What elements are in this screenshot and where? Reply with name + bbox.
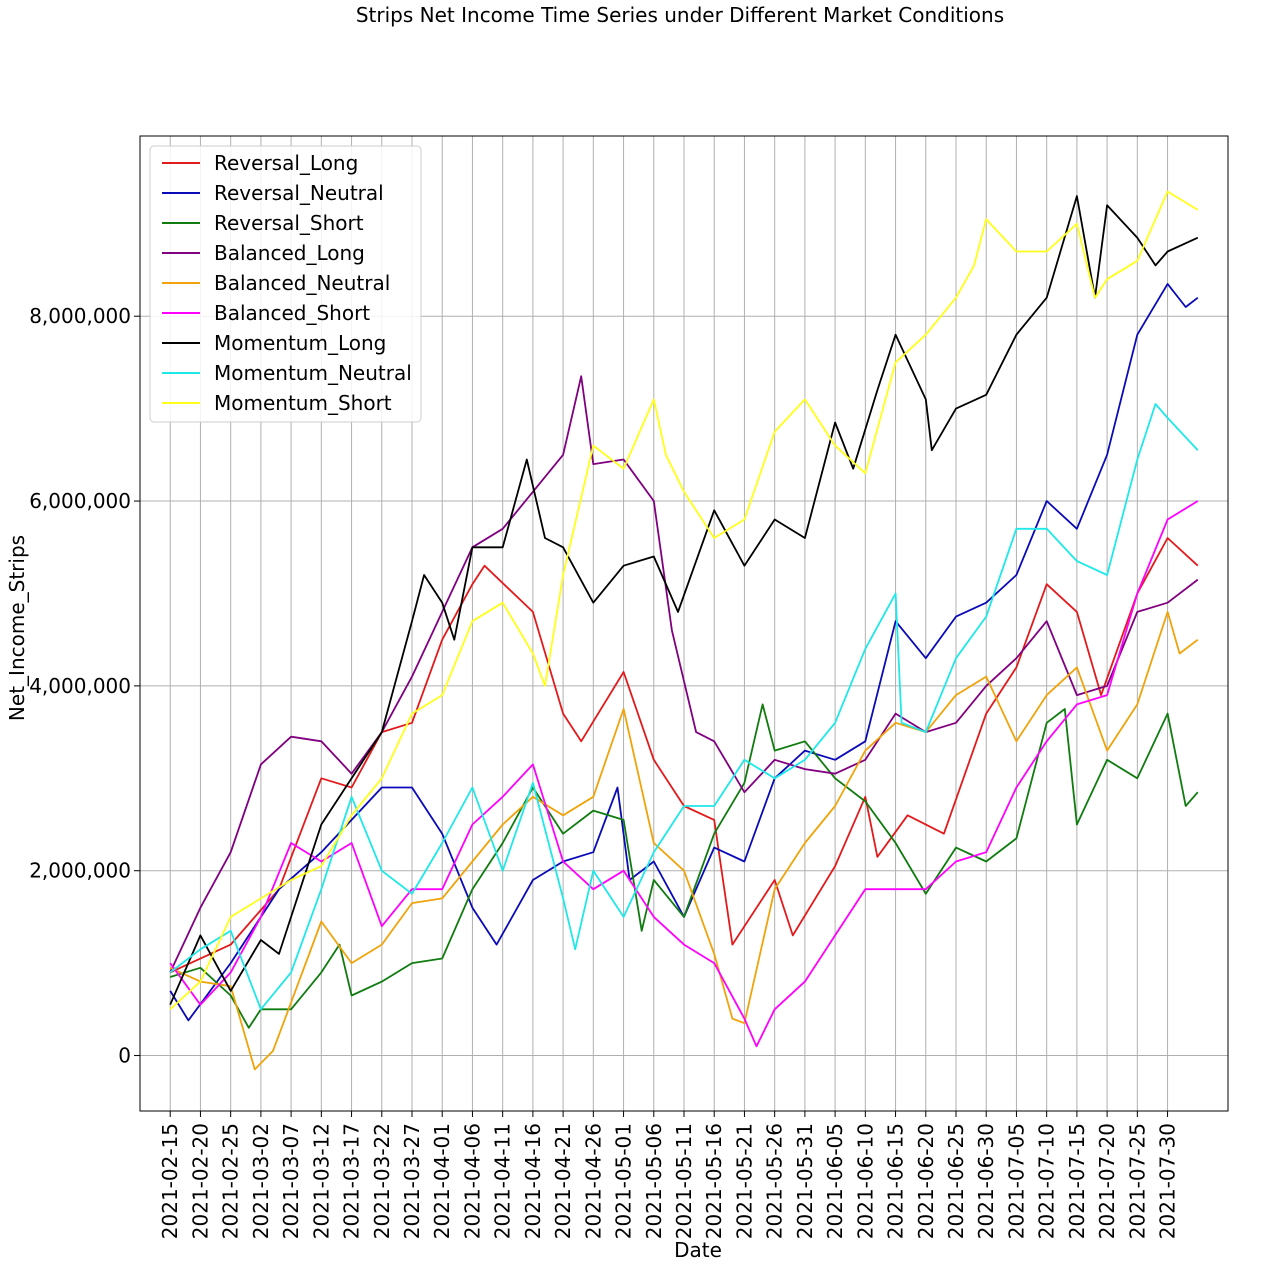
series-line-balanced-long <box>169 375 1199 973</box>
legend-label-momentum-neutral: Momentum_Neutral <box>214 361 412 385</box>
x-tick-label: 2021-07-05 <box>1004 1123 1028 1239</box>
x-tick-label: 2021-04-16 <box>521 1123 545 1239</box>
y-tick-label: 6,000,000 <box>29 489 131 513</box>
x-tick-label: 2021-04-11 <box>491 1123 515 1239</box>
legend-label-momentum-short: Momentum_Short <box>214 391 392 415</box>
x-tick-label: 2021-07-15 <box>1065 1123 1089 1239</box>
x-axis-label: Date <box>674 1238 722 1262</box>
legend-label-reversal-short: Reversal_Short <box>214 211 364 235</box>
x-tick-label: 2021-04-06 <box>460 1123 484 1239</box>
y-tick-label: 4,000,000 <box>29 674 131 698</box>
x-tick-label: 2021-06-30 <box>974 1123 998 1239</box>
x-tick-label: 2021-03-17 <box>340 1123 364 1239</box>
series-line-momentum-short <box>169 190 1199 1010</box>
x-tick-label: 2021-05-16 <box>702 1123 726 1239</box>
series-line-reversal-neutral <box>169 282 1199 1022</box>
legend-label-reversal-neutral: Reversal_Neutral <box>214 181 384 205</box>
x-tick-label: 2021-06-20 <box>914 1123 938 1239</box>
x-tick-label: 2021-06-25 <box>944 1123 968 1239</box>
x-tick-label: 2021-02-20 <box>188 1123 212 1239</box>
x-tick-label: 2021-05-01 <box>612 1123 636 1239</box>
x-tick-label: 2021-05-21 <box>732 1123 756 1239</box>
series-line-reversal-short <box>169 703 1199 1029</box>
legend-label-reversal-long: Reversal_Long <box>214 151 358 175</box>
y-tick-label: 0 <box>118 1044 131 1068</box>
x-tick-label: 2021-06-10 <box>853 1123 877 1239</box>
series-line-balanced-neutral <box>169 611 1199 1071</box>
x-tick-label: 2021-06-15 <box>884 1123 908 1239</box>
x-tick-label: 2021-07-30 <box>1156 1123 1180 1239</box>
x-tick-label: 2021-02-15 <box>158 1123 182 1239</box>
x-tick-label: 2021-03-02 <box>249 1123 273 1239</box>
x-tick-label: 2021-05-11 <box>672 1123 696 1239</box>
legend: Reversal_Long Reversal_Neutral Reversal_Sh… <box>149 145 422 423</box>
x-tick-label: 2021-05-26 <box>763 1123 787 1239</box>
y-tick-label: 2,000,000 <box>29 859 131 883</box>
series-line-momentum-long <box>169 195 1199 1006</box>
x-tick-label: 2021-04-26 <box>581 1123 605 1239</box>
x-tick-label: 2021-07-25 <box>1125 1123 1149 1239</box>
x-tick-label: 2021-07-20 <box>1095 1123 1119 1239</box>
x-tick-label: 2021-02-25 <box>219 1123 243 1239</box>
series-line-balanced-short <box>169 500 1199 1048</box>
chart-title: Strips Net Income Time Series under Diff… <box>356 3 1004 27</box>
x-axis-ticks: 2021-02-15 2021-02-20 2021-02-25 2021-03-02… <box>158 1111 1180 1239</box>
legend-box <box>149 145 422 423</box>
legend-label-balanced-neutral: Balanced_Neutral <box>214 271 390 295</box>
x-tick-label: 2021-03-07 <box>279 1123 303 1239</box>
x-tick-label: 2021-03-27 <box>400 1123 424 1239</box>
x-tick-label: 2021-07-10 <box>1035 1123 1059 1239</box>
x-tick-label: 2021-04-01 <box>430 1123 454 1239</box>
x-tick-label: 2021-03-12 <box>309 1123 333 1239</box>
legend-label-balanced-long: Balanced_Long <box>214 241 365 265</box>
x-tick-label: 2021-03-22 <box>370 1123 394 1239</box>
legend-label-balanced-short: Balanced_Short <box>214 301 370 325</box>
legend-label-momentum-long: Momentum_Long <box>214 331 386 355</box>
series-lines <box>169 190 1199 1071</box>
y-tick-label: 8,000,000 <box>29 304 131 328</box>
series-line-reversal-long <box>169 537 1199 974</box>
x-tick-label: 2021-06-05 <box>823 1123 847 1239</box>
y-axis-ticks: 0 2,000,000 4,000,000 6,000,000 8,000,000 <box>29 304 140 1068</box>
x-tick-label: 2021-04-21 <box>551 1123 575 1239</box>
x-tick-label: 2021-05-06 <box>642 1123 666 1239</box>
x-tick-label: 2021-05-31 <box>793 1123 817 1239</box>
y-axis-label: Net_Income_Strips <box>5 535 29 721</box>
